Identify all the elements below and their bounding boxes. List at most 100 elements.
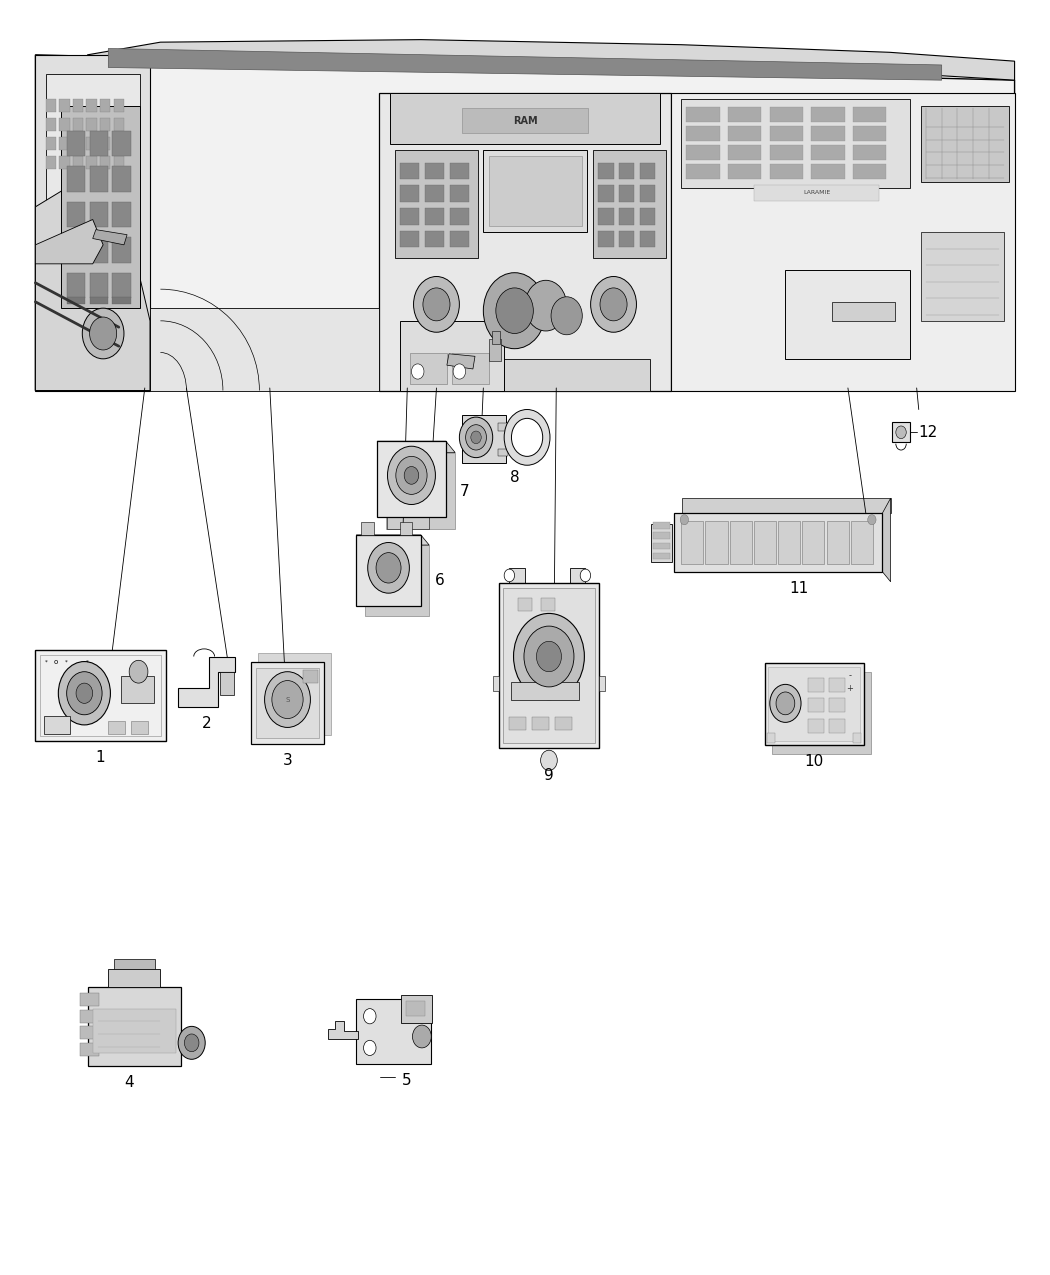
- Bar: [687, 126, 720, 142]
- Bar: [511, 682, 580, 700]
- Circle shape: [59, 662, 110, 725]
- Bar: [687, 163, 720, 179]
- Circle shape: [525, 280, 567, 332]
- Bar: [425, 185, 444, 201]
- Bar: [66, 273, 85, 298]
- Circle shape: [454, 363, 465, 379]
- Circle shape: [551, 297, 583, 335]
- Bar: [618, 208, 634, 224]
- Bar: [86, 119, 97, 131]
- Circle shape: [368, 542, 410, 593]
- Polygon shape: [87, 40, 1014, 80]
- Circle shape: [414, 277, 460, 333]
- Bar: [113, 138, 124, 150]
- Bar: [401, 994, 433, 1023]
- Bar: [429, 353, 448, 368]
- Bar: [509, 567, 525, 583]
- Bar: [768, 667, 860, 741]
- Bar: [618, 231, 634, 247]
- Bar: [754, 185, 879, 200]
- Bar: [72, 119, 83, 131]
- Circle shape: [776, 692, 795, 715]
- Bar: [491, 332, 500, 344]
- Text: +: +: [846, 683, 854, 692]
- Bar: [830, 678, 845, 692]
- Polygon shape: [390, 93, 660, 144]
- Text: RAM: RAM: [512, 116, 538, 126]
- Bar: [429, 334, 448, 348]
- Polygon shape: [328, 1021, 358, 1039]
- Bar: [498, 449, 508, 456]
- Bar: [728, 107, 761, 122]
- Circle shape: [265, 672, 311, 728]
- Bar: [46, 99, 57, 112]
- Bar: [60, 99, 69, 112]
- Bar: [450, 185, 468, 201]
- Bar: [853, 145, 886, 159]
- Text: 8: 8: [509, 470, 520, 486]
- Circle shape: [465, 425, 486, 450]
- Circle shape: [770, 685, 801, 723]
- Bar: [108, 722, 125, 734]
- Circle shape: [129, 660, 148, 683]
- Bar: [450, 208, 468, 224]
- Bar: [80, 993, 99, 1006]
- Bar: [400, 523, 413, 536]
- Bar: [403, 334, 422, 348]
- Text: 10: 10: [804, 754, 823, 769]
- Circle shape: [404, 467, 419, 484]
- Bar: [488, 156, 583, 226]
- Bar: [674, 514, 882, 571]
- Bar: [72, 138, 83, 150]
- Bar: [425, 162, 444, 179]
- Circle shape: [867, 515, 876, 525]
- Bar: [802, 521, 824, 564]
- Polygon shape: [682, 499, 890, 514]
- Bar: [80, 1043, 99, 1056]
- Bar: [853, 107, 886, 122]
- Bar: [251, 662, 324, 743]
- Bar: [853, 733, 861, 742]
- Bar: [651, 524, 672, 561]
- Circle shape: [680, 515, 689, 525]
- Bar: [92, 1009, 176, 1053]
- Bar: [131, 722, 148, 734]
- Bar: [89, 273, 108, 298]
- Bar: [808, 719, 824, 733]
- Bar: [509, 718, 526, 731]
- Bar: [728, 126, 761, 142]
- Circle shape: [541, 750, 558, 770]
- Circle shape: [178, 1026, 205, 1060]
- Polygon shape: [150, 309, 379, 390]
- Bar: [706, 521, 728, 564]
- Circle shape: [896, 426, 906, 439]
- Bar: [481, 353, 500, 368]
- Bar: [403, 353, 422, 368]
- Bar: [541, 598, 555, 611]
- Text: 5: 5: [401, 1074, 411, 1089]
- Bar: [826, 521, 848, 564]
- Bar: [518, 598, 532, 611]
- Bar: [570, 567, 586, 583]
- Bar: [100, 119, 110, 131]
- Bar: [108, 969, 161, 987]
- Text: 2: 2: [202, 717, 211, 731]
- Circle shape: [470, 431, 481, 444]
- Bar: [492, 676, 499, 691]
- Bar: [66, 131, 85, 156]
- Bar: [86, 156, 97, 168]
- Bar: [425, 231, 444, 247]
- Bar: [46, 119, 57, 131]
- Bar: [256, 668, 319, 737]
- Bar: [40, 655, 162, 736]
- Bar: [770, 107, 803, 122]
- Bar: [219, 672, 234, 695]
- Bar: [121, 676, 154, 704]
- Text: o: o: [55, 659, 59, 664]
- Circle shape: [537, 641, 562, 672]
- Text: *: *: [44, 659, 47, 664]
- Bar: [406, 1001, 425, 1016]
- Polygon shape: [921, 232, 1004, 321]
- Bar: [453, 352, 488, 384]
- Bar: [303, 671, 318, 683]
